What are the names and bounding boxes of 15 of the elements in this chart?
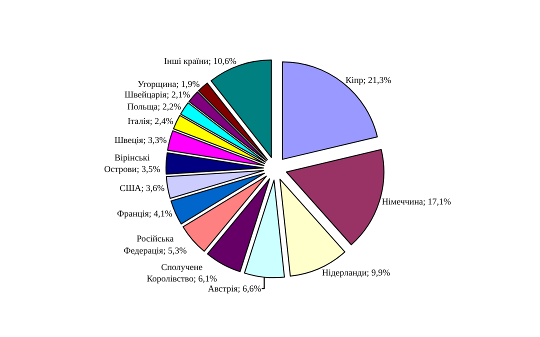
slice-label: Австрія; 6,6%: [208, 284, 262, 294]
slice-label: Угорщина; 1,9%: [138, 79, 200, 90]
slice-label: Польща; 2,2%: [127, 102, 182, 112]
slice-label: Російська Федерація; 5,3%: [124, 234, 188, 256]
slice-label: Кіпр; 21,3%: [345, 74, 392, 85]
slice-label: США; 3,6%: [120, 182, 166, 193]
slice-label: Швеція; 3,3%: [114, 135, 168, 146]
slice-label: Франція; 4,1%: [117, 208, 173, 219]
slice-label: Сполучене Королівство; 6,1%: [146, 262, 218, 284]
slice-label: Італія; 2,4%: [128, 116, 174, 126]
slice-label: Нідерланди; 9,9%: [322, 267, 391, 278]
slice-label: Німеччина; 17,1%: [382, 196, 452, 207]
slice-label: Вірінські Острови; 3,5%: [104, 152, 161, 174]
slice-label: Інші країни; 10,6%: [164, 56, 238, 66]
slice-label: Швейцарія; 2,1%: [124, 89, 191, 100]
